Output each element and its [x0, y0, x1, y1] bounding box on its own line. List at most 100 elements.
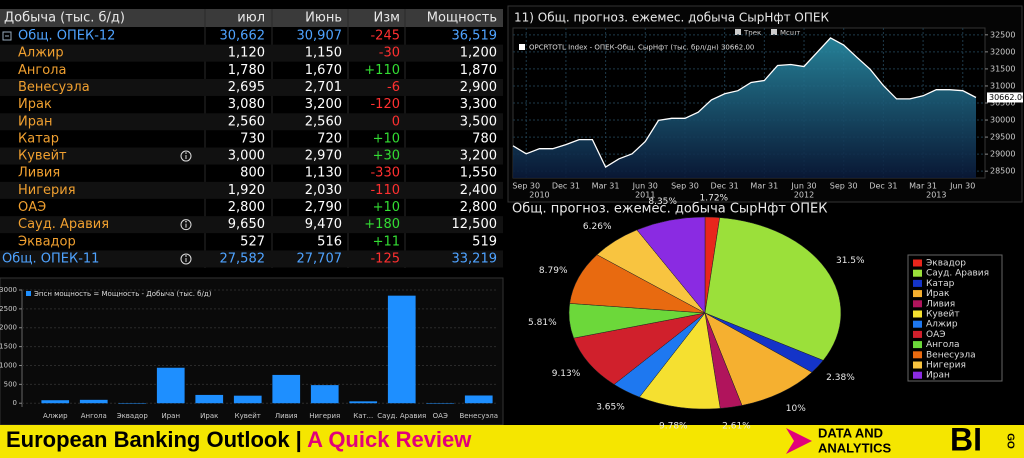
- bar: [41, 400, 70, 404]
- legend-label: Сауд. Аравия: [926, 269, 989, 279]
- row-label: Ангола: [18, 63, 66, 78]
- table-cell: 516: [317, 234, 342, 249]
- table-cell: 1,920: [228, 183, 265, 198]
- button-box: [771, 29, 777, 35]
- table-cell: 3,500: [460, 114, 497, 129]
- table-header-cell: Изм: [374, 11, 400, 26]
- legend-swatch: [913, 341, 922, 349]
- legend-swatch: [913, 269, 922, 277]
- table-cell: +30: [373, 149, 400, 164]
- slice-label: 9.78%: [659, 422, 688, 432]
- legend-swatch: [26, 291, 31, 296]
- table-cell: 780: [472, 131, 497, 146]
- banner: [0, 425, 1024, 458]
- table-cell: 0: [392, 114, 400, 129]
- table-cell: 527: [240, 234, 265, 249]
- y-tick-label: 30500: [990, 99, 1015, 108]
- legend-label: Нигерия: [926, 361, 966, 371]
- x-year-label: 2011: [635, 191, 655, 200]
- table-cell: 9,650: [228, 217, 265, 232]
- slice-label: 31.5%: [836, 256, 865, 266]
- x-tick-label: Алжир: [43, 412, 68, 420]
- legend-label: Эквадор: [926, 259, 966, 269]
- legend-label: Эпсн мощность = Мощность - Добыча (тыс. …: [34, 290, 212, 298]
- table-cell: +180: [364, 217, 400, 232]
- table-cell: 2,900: [460, 80, 497, 95]
- legend-label: Алжир: [926, 320, 958, 330]
- x-tick-label: Jun 30: [632, 182, 658, 191]
- legend-label: Ангола: [926, 340, 960, 350]
- x-tick-label: Sep 30: [830, 182, 858, 191]
- table-cell: 9,470: [305, 217, 342, 232]
- bar: [310, 385, 339, 404]
- row-stripe: [0, 181, 503, 199]
- table-cell: 2,970: [305, 149, 342, 164]
- row-label: Сауд. Аравия: [18, 217, 109, 232]
- banner-title: European Banking Outlook | A Quick Revie…: [6, 427, 472, 452]
- x-tick-label: ОАЭ: [433, 412, 448, 420]
- bar: [79, 399, 108, 404]
- x-tick-label: Mar 31: [592, 182, 620, 191]
- x-tick-label: Ангола: [81, 412, 107, 420]
- x-year-label: 2010: [529, 191, 549, 200]
- table-cell: +10: [373, 200, 400, 215]
- x-tick-label: Ирак: [200, 412, 218, 420]
- bar: [233, 395, 262, 404]
- table-cell: 27,707: [297, 251, 343, 266]
- legend-swatch: [913, 279, 922, 287]
- brand-line2: ANALYTICS: [818, 440, 892, 455]
- last-value-label: 30662.00: [989, 93, 1024, 102]
- table-header-cell: июл: [237, 11, 265, 26]
- pie-slice: [639, 312, 721, 410]
- line: [512, 37, 977, 169]
- y-tick-label: 31000: [990, 81, 1015, 90]
- table-cell: 1,150: [305, 46, 342, 61]
- table-cell: +110: [364, 63, 400, 78]
- bar: [464, 395, 493, 404]
- y-tick-label: 32500: [990, 30, 1015, 39]
- bar: [156, 367, 185, 404]
- x-tick-label: Sep 30: [512, 182, 540, 191]
- table-cell: -110: [370, 183, 400, 198]
- legend-label: Катар: [926, 279, 955, 289]
- legend-swatch: [913, 371, 922, 379]
- table-cell: -6: [387, 80, 400, 95]
- table-cell: 1,670: [305, 63, 342, 78]
- pie-slice: [704, 312, 813, 406]
- brand-arrow: [786, 428, 812, 454]
- chart-title: 11) Общ. прогноз. ежемес. добыча СырНфт …: [514, 11, 829, 25]
- info-icon: [180, 150, 192, 162]
- y-tick-label: 0: [13, 399, 17, 407]
- table-cell: 2,800: [460, 200, 497, 215]
- table-cell: 1,870: [460, 63, 497, 78]
- y-tick-label: 29500: [990, 133, 1015, 142]
- table-cell: -120: [370, 97, 400, 112]
- table-cell: 519: [472, 234, 497, 249]
- row-stripe: [0, 250, 503, 268]
- legend-swatch: [913, 259, 922, 267]
- x-tick-label: Эквадор: [117, 412, 149, 420]
- table-cell: 30,907: [297, 29, 343, 44]
- table-cell: 12,500: [452, 217, 498, 232]
- y-tick-label: 30000: [990, 116, 1015, 125]
- y-tick-label: 500: [4, 380, 17, 388]
- legend-label: Венесуэла: [926, 350, 976, 360]
- table-cell: 800: [240, 166, 265, 181]
- table-cell: +11: [373, 234, 400, 249]
- table-header-bg: [0, 9, 503, 27]
- table-cell: 33,219: [452, 251, 498, 266]
- table-cell: 3,200: [305, 97, 342, 112]
- table-cell: 720: [317, 131, 342, 146]
- slice-label: 6.26%: [583, 222, 612, 232]
- bar: [349, 401, 378, 404]
- brand-mark: BI: [950, 421, 982, 457]
- row-stripe: [0, 44, 503, 62]
- table-cell: 2,030: [305, 183, 342, 198]
- row-label: Ливия: [18, 166, 60, 181]
- table-cell: 3,200: [460, 149, 497, 164]
- slice-label: 3.65%: [596, 402, 625, 412]
- row-label: Общ. ОПЕК-11: [2, 251, 99, 266]
- pie-slice: [573, 312, 706, 385]
- slice-label: 8.79%: [539, 266, 568, 276]
